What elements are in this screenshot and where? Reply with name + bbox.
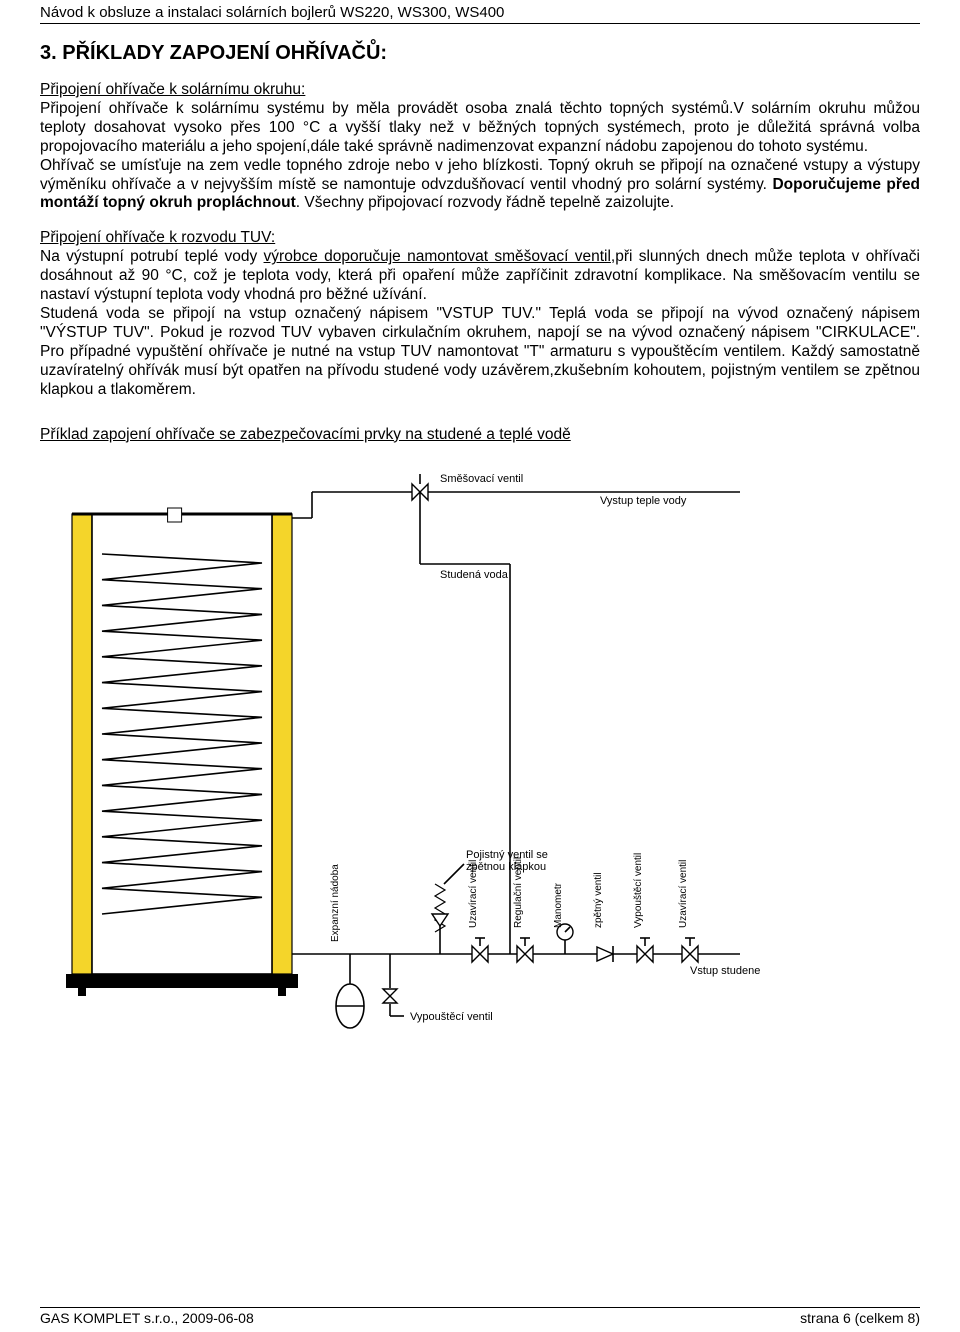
schematic-diagram: Směšovací ventil Vystup teple vody Studená…: [40, 474, 920, 1039]
svg-text:Směšovací ventil: Směšovací ventil: [440, 474, 523, 485]
svg-text:Vstup studene vody: Vstup studene vody: [690, 965, 760, 977]
svg-text:Manometr: Manometr: [553, 883, 564, 929]
svg-text:zpětný ventil: zpětný ventil: [593, 873, 604, 929]
svg-text:Expanzní nádoba: Expanzní nádoba: [330, 864, 341, 942]
subhead-solar: Připojení ohřívače k solárnímu okruhu:: [40, 81, 305, 98]
page-footer: GAS KOMPLET s.r.o., 2009-06-08 strana 6 …: [40, 1307, 920, 1326]
subhead-tuv: Připojení ohřívače k rozvodu TUV:: [40, 229, 275, 246]
underline-text: výrobce doporučuje namontovat směšovací …: [264, 248, 611, 265]
svg-text:Vypouštěcí ventil: Vypouštěcí ventil: [410, 1011, 493, 1023]
footer-left: GAS KOMPLET s.r.o., 2009-06-08: [40, 1310, 254, 1326]
svg-text:Vypouštěcí ventil: Vypouštěcí ventil: [633, 853, 644, 928]
svg-text:Regulační ventil: Regulační ventil: [513, 857, 524, 928]
svg-text:Vystup teple vody: Vystup teple vody: [600, 495, 687, 507]
svg-text:Studená voda: Studená voda: [440, 569, 509, 581]
body-text: . Všechny připojovací rozvody řádně tepe…: [296, 194, 674, 211]
svg-text:Uzavírací ventil: Uzavírací ventil: [678, 860, 689, 928]
body-text: Studená voda se připojí na vstup označen…: [40, 305, 920, 398]
diagram-title: Příklad zapojení ohřívače se zabezpečova…: [40, 426, 571, 443]
svg-text:Uzavírací ventil: Uzavírací ventil: [468, 860, 479, 928]
block-solar: Připojení ohřívače k solárnímu okruhu: P…: [40, 81, 920, 213]
footer-right: strana 6 (celkem 8): [800, 1310, 920, 1326]
section-title: 3. PŘÍKLADY ZAPOJENÍ OHŘÍVAČŮ:: [40, 42, 920, 65]
body-text: Připojení ohřívače k solárnímu systému b…: [40, 100, 920, 155]
block-tuv: Připojení ohřívače k rozvodu TUV: Na výs…: [40, 229, 920, 399]
page-header: Návod k obsluze a instalaci solárních bo…: [40, 4, 920, 24]
body-text: Na výstupní potrubí teplé vody: [40, 248, 264, 265]
